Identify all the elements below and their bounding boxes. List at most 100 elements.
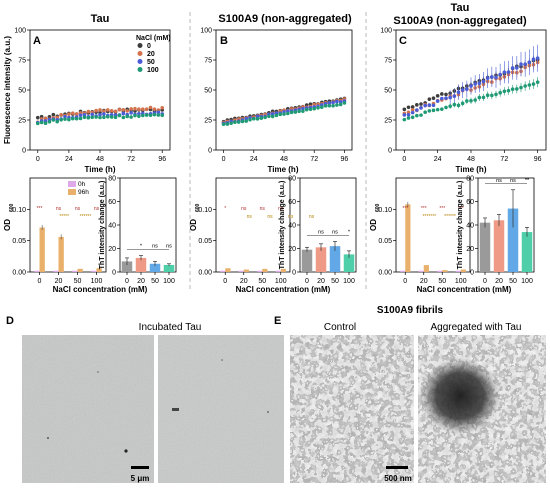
data-point-20 — [140, 107, 145, 111]
y-tick-label: 0 — [22, 148, 26, 155]
x-tick-label: 20 — [137, 278, 145, 285]
data-point-50 — [535, 56, 540, 60]
nacl-x-label-a: NaCl concentration (mM) — [53, 285, 148, 294]
data-point-100 — [98, 115, 102, 120]
y-tick-label: 60 — [466, 199, 474, 206]
significance-label: * — [348, 229, 351, 235]
bar-0h-20 — [418, 270, 424, 272]
data-point-100 — [456, 103, 461, 108]
scale-bar-d-label: 5 μm — [131, 474, 150, 483]
panel-a-title: Tau — [91, 13, 110, 25]
data-point-50 — [506, 70, 511, 74]
data-point-100 — [129, 115, 133, 119]
micrograph-d-right — [158, 335, 284, 483]
y-tick-label: 0 — [292, 270, 296, 277]
x-tick-label: 100 — [455, 278, 467, 285]
significance-label: *** — [37, 206, 43, 212]
x-tick-label: 24 — [250, 156, 258, 163]
y-tick-label: 60 — [108, 199, 116, 206]
data-point-50 — [485, 76, 490, 80]
data-point-20 — [86, 109, 91, 114]
data-point-100 — [527, 83, 532, 87]
data-point-20 — [125, 109, 130, 113]
panel-d-title: Incubated Tau — [139, 322, 202, 333]
data-point-100 — [523, 84, 527, 88]
data-point-50 — [410, 110, 415, 115]
y-tick-label: 0 — [388, 148, 392, 155]
y-tick-label: 100 — [380, 28, 392, 35]
data-point-100 — [251, 116, 256, 121]
y-tick-label: 40 — [108, 223, 116, 230]
data-point-100 — [137, 114, 141, 118]
x-tick-label: 100 — [343, 278, 355, 285]
y-tick-label: 100 — [200, 28, 212, 35]
data-point-0 — [410, 105, 415, 109]
scale-bar-d: 5 μm — [131, 466, 150, 483]
data-point-20 — [109, 108, 114, 113]
data-point-20 — [117, 107, 122, 112]
data-point-100 — [240, 119, 245, 124]
x-tick-label: 20 — [420, 278, 428, 285]
od-B-frame — [215, 177, 291, 273]
y-tick-label: 50 — [18, 88, 26, 95]
significance-label: ns — [288, 214, 294, 220]
tht-y-label: ThT intensity change (a.u.) — [457, 181, 464, 270]
data-point-100 — [342, 101, 347, 105]
panel-letter-d: D — [6, 315, 14, 327]
data-point-100 — [117, 113, 122, 118]
data-point-20 — [148, 105, 153, 110]
od-y-label: OD — [369, 219, 378, 231]
data-point-50 — [419, 106, 423, 110]
significance-label: *** — [402, 206, 408, 212]
data-point-50 — [435, 99, 440, 103]
data-point-100 — [233, 120, 237, 125]
data-point-100 — [51, 118, 56, 122]
panel-b-title: S100A9 (non-aggregated) — [218, 13, 352, 25]
bar-tht-0 — [301, 249, 313, 272]
data-point-100 — [140, 113, 145, 118]
data-point-50 — [78, 113, 83, 118]
x-tick-label: 100 — [91, 278, 103, 285]
x-tick-label: 0 — [483, 278, 487, 285]
y-tick-label: 0 — [208, 148, 212, 155]
data-point-100 — [481, 95, 486, 100]
data-point-50 — [444, 96, 448, 100]
data-point-100 — [440, 107, 444, 111]
nacl-x-label-b: NaCl concentration (mM) — [236, 285, 331, 294]
data-point-100 — [531, 82, 536, 86]
data-point-50 — [285, 109, 290, 113]
data-point-100 — [435, 107, 440, 112]
data-point-0 — [415, 103, 419, 107]
data-point-100 — [485, 93, 490, 97]
legend-kinetics-title: NaCl (mM) — [136, 35, 171, 42]
x-tick-label: 50 — [331, 278, 339, 285]
data-point-50 — [515, 66, 519, 70]
data-point-50 — [327, 101, 332, 105]
data-point-50 — [338, 100, 343, 104]
od-y-label-subscript: 600 — [9, 203, 15, 212]
y-tick-label: 0.05 — [378, 238, 392, 245]
data-point-20 — [121, 107, 126, 112]
bar-0h-100 — [455, 270, 461, 272]
significance-label: ns — [247, 214, 253, 220]
data-point-100 — [263, 115, 267, 120]
time-x-label-a: Time (h) — [85, 165, 116, 174]
data-point-100 — [121, 115, 126, 120]
bar-96h-0 — [405, 204, 411, 272]
data-point-100 — [289, 110, 294, 115]
data-point-50 — [423, 103, 427, 108]
data-point-100 — [74, 116, 79, 121]
data-point-50 — [481, 79, 486, 84]
bar-tht-20 — [135, 257, 147, 272]
y-tick-label: 50 — [384, 88, 392, 95]
data-point-100 — [43, 121, 48, 126]
data-point-100 — [490, 93, 494, 98]
x-tick-label: 96 — [534, 156, 542, 163]
data-point-100 — [152, 112, 157, 117]
y-tick-label: 75 — [384, 58, 392, 65]
y-tick-label: 0.00 — [12, 270, 26, 277]
od-y-label-subscript: 600 — [375, 203, 381, 212]
